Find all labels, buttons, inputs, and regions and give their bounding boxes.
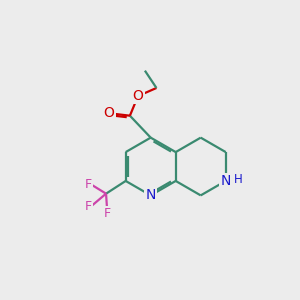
Text: N: N bbox=[146, 188, 156, 203]
Text: N: N bbox=[220, 174, 231, 188]
Text: O: O bbox=[133, 89, 143, 103]
Text: H: H bbox=[234, 173, 242, 186]
Text: O: O bbox=[104, 106, 115, 120]
Text: F: F bbox=[85, 178, 92, 191]
Text: F: F bbox=[103, 207, 111, 220]
Text: F: F bbox=[85, 200, 92, 213]
